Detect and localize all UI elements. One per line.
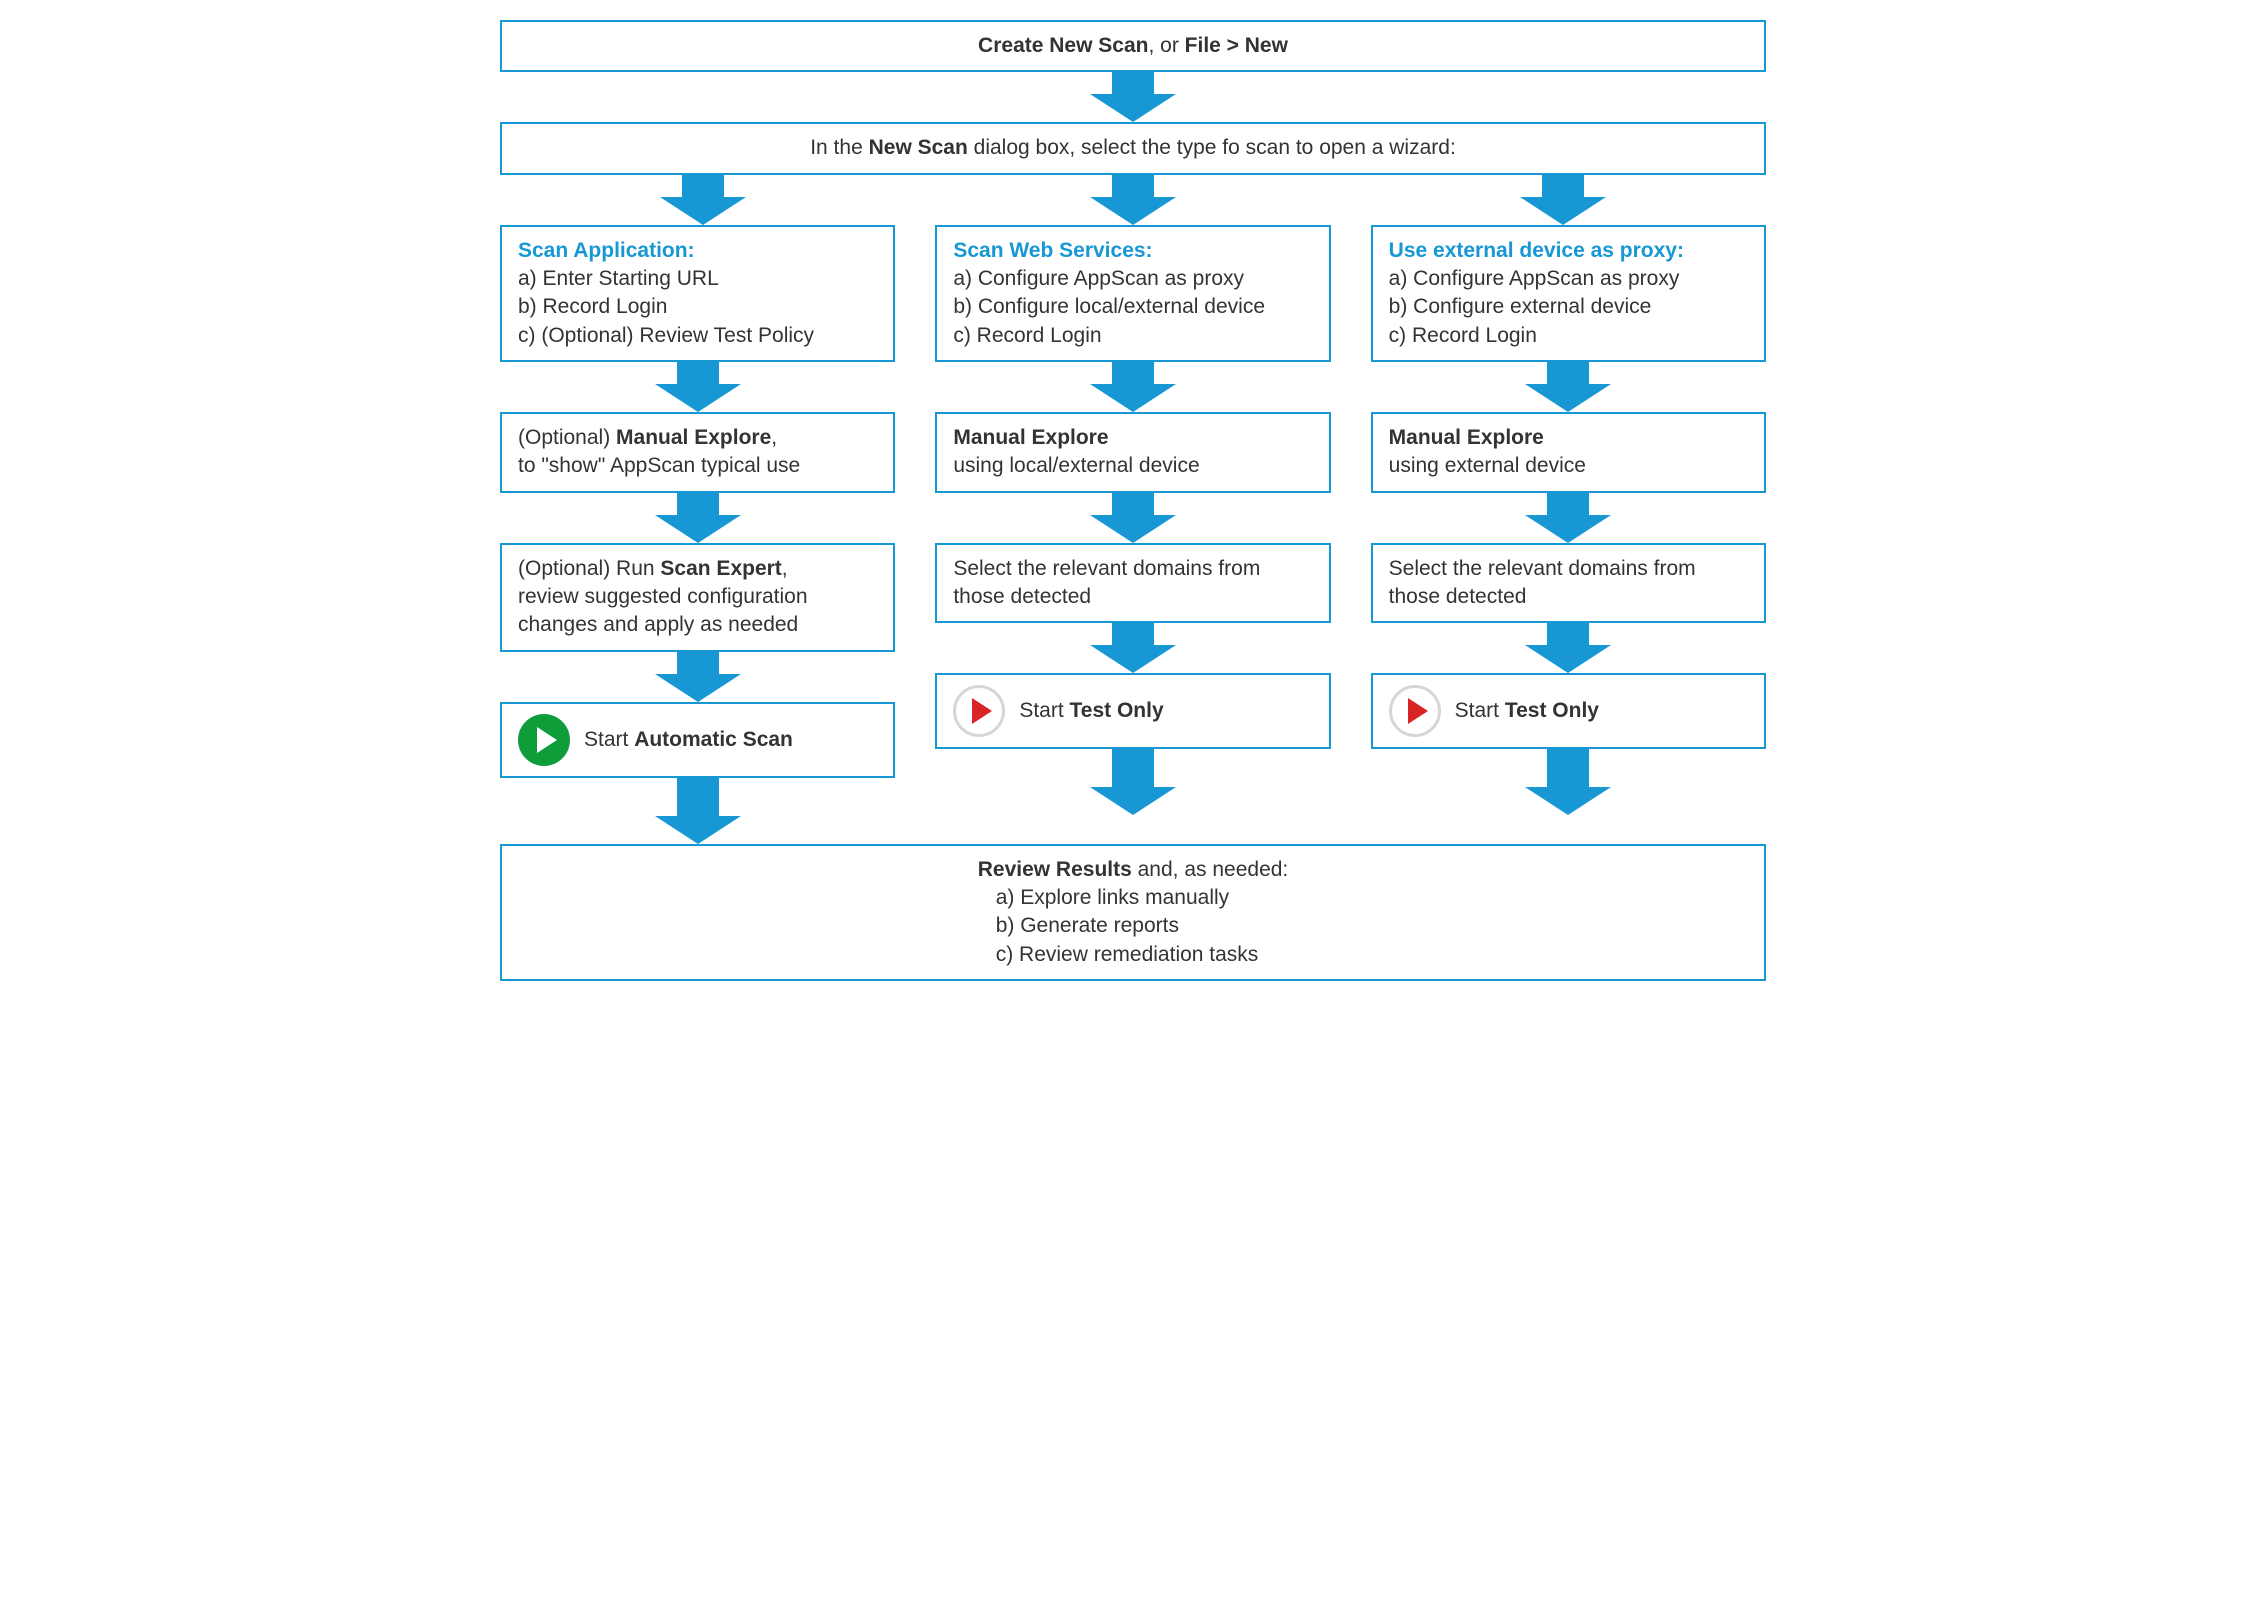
play-green-icon — [518, 714, 570, 766]
text: using local/external device — [953, 454, 1199, 477]
text: Test Only — [1505, 699, 1599, 722]
column-external-device: Use external device as proxy: a) Configu… — [1371, 225, 1766, 844]
step: a) Configure AppScan as proxy — [1389, 265, 1748, 293]
box-start-scan: Start Test Only — [935, 673, 1330, 749]
arrow-down-icon — [1525, 493, 1611, 543]
step: b) Configure external device — [1389, 293, 1748, 321]
text: Create New Scan — [978, 34, 1148, 57]
arrow-down-icon — [1090, 362, 1176, 412]
text: , or — [1148, 34, 1184, 57]
arrow-down-icon — [660, 175, 746, 225]
arrow-down-icon — [1525, 749, 1611, 815]
box-scan-type: Scan Web Services: a) Configure AppScan … — [935, 225, 1330, 362]
arrow-down-icon — [1090, 749, 1176, 815]
text: Manual Explore — [953, 426, 1108, 449]
step: c) (Optional) Review Test Policy — [518, 322, 877, 350]
step: a) Enter Starting URL — [518, 265, 877, 293]
column-heading: Use external device as proxy: — [1389, 237, 1748, 265]
play-red-icon — [953, 685, 1005, 737]
result-item: c) Review remediation tasks — [996, 941, 1289, 969]
flowchart-diagram: Create New Scan, or File > New In the Ne… — [500, 20, 1766, 981]
step: a) Configure AppScan as proxy — [953, 265, 1312, 293]
text: Start — [1019, 699, 1069, 722]
text: (Optional) — [518, 426, 616, 449]
box-manual-explore: Manual Explore using local/external devi… — [935, 412, 1330, 493]
box-select-domains: Select the relevant domains from those d… — [935, 543, 1330, 624]
box-scan-expert: (Optional) Run Scan Expert, review sugge… — [500, 543, 895, 652]
text: Scan Expert — [660, 557, 781, 580]
text: File > New — [1185, 34, 1288, 57]
result-item: a) Explore links manually — [996, 884, 1289, 912]
arrow-row — [500, 72, 1766, 122]
text: (Optional) Run — [518, 557, 660, 580]
text: Manual Explore — [1389, 426, 1544, 449]
box-manual-explore: Manual Explore using external device — [1371, 412, 1766, 493]
arrow-row — [500, 175, 1766, 225]
text: and, as needed: — [1132, 858, 1288, 881]
arrow-down-icon — [1090, 175, 1176, 225]
arrow-down-icon — [1525, 362, 1611, 412]
arrow-down-icon — [1090, 623, 1176, 673]
arrow-down-icon — [655, 362, 741, 412]
column-heading: Scan Web Services: — [953, 237, 1312, 265]
text: using external device — [1389, 454, 1586, 477]
column-heading: Scan Application: — [518, 237, 877, 265]
step: b) Configure local/external device — [953, 293, 1312, 321]
text: Select the relevant domains from those d… — [1389, 557, 1696, 608]
text: Review Results — [978, 858, 1132, 881]
text: Start — [584, 728, 634, 751]
step: c) Record Login — [1389, 322, 1748, 350]
text: , — [771, 426, 777, 449]
columns: Scan Application: a) Enter Starting URL … — [500, 225, 1766, 844]
arrow-down-icon — [655, 493, 741, 543]
text: Manual Explore — [616, 426, 771, 449]
text: Test Only — [1070, 699, 1164, 722]
play-red-icon — [1389, 685, 1441, 737]
text: , — [782, 557, 788, 580]
box-start-scan: Start Automatic Scan — [500, 702, 895, 778]
arrow-down-icon — [655, 652, 741, 702]
box-new-scan-dialog: In the New Scan dialog box, select the t… — [500, 122, 1766, 174]
text: dialog box, select the type fo scan to o… — [968, 136, 1456, 159]
text: In the — [810, 136, 868, 159]
box-create-new-scan: Create New Scan, or File > New — [500, 20, 1766, 72]
column-scan-web-services: Scan Web Services: a) Configure AppScan … — [935, 225, 1330, 844]
box-review-results: Review Results and, as needed: a) Explor… — [500, 844, 1766, 981]
box-select-domains: Select the relevant domains from those d… — [1371, 543, 1766, 624]
arrow-down-icon — [1090, 493, 1176, 543]
text: Select the relevant domains from those d… — [953, 557, 1260, 608]
box-scan-type: Use external device as proxy: a) Configu… — [1371, 225, 1766, 362]
text: review suggested configuration changes a… — [518, 585, 808, 636]
arrow-down-icon — [1525, 623, 1611, 673]
text: New Scan — [869, 136, 968, 159]
step: b) Record Login — [518, 293, 877, 321]
result-item: b) Generate reports — [996, 912, 1289, 940]
arrow-down-icon — [1090, 72, 1176, 122]
box-start-scan: Start Test Only — [1371, 673, 1766, 749]
text: to "show" AppScan typical use — [518, 454, 800, 477]
step: c) Record Login — [953, 322, 1312, 350]
arrow-down-icon — [655, 778, 741, 844]
box-scan-type: Scan Application: a) Enter Starting URL … — [500, 225, 895, 362]
arrow-down-icon — [1520, 175, 1606, 225]
text: Start — [1455, 699, 1505, 722]
text: Automatic Scan — [634, 728, 793, 751]
column-scan-application: Scan Application: a) Enter Starting URL … — [500, 225, 895, 844]
box-manual-explore: (Optional) Manual Explore, to "show" App… — [500, 412, 895, 493]
